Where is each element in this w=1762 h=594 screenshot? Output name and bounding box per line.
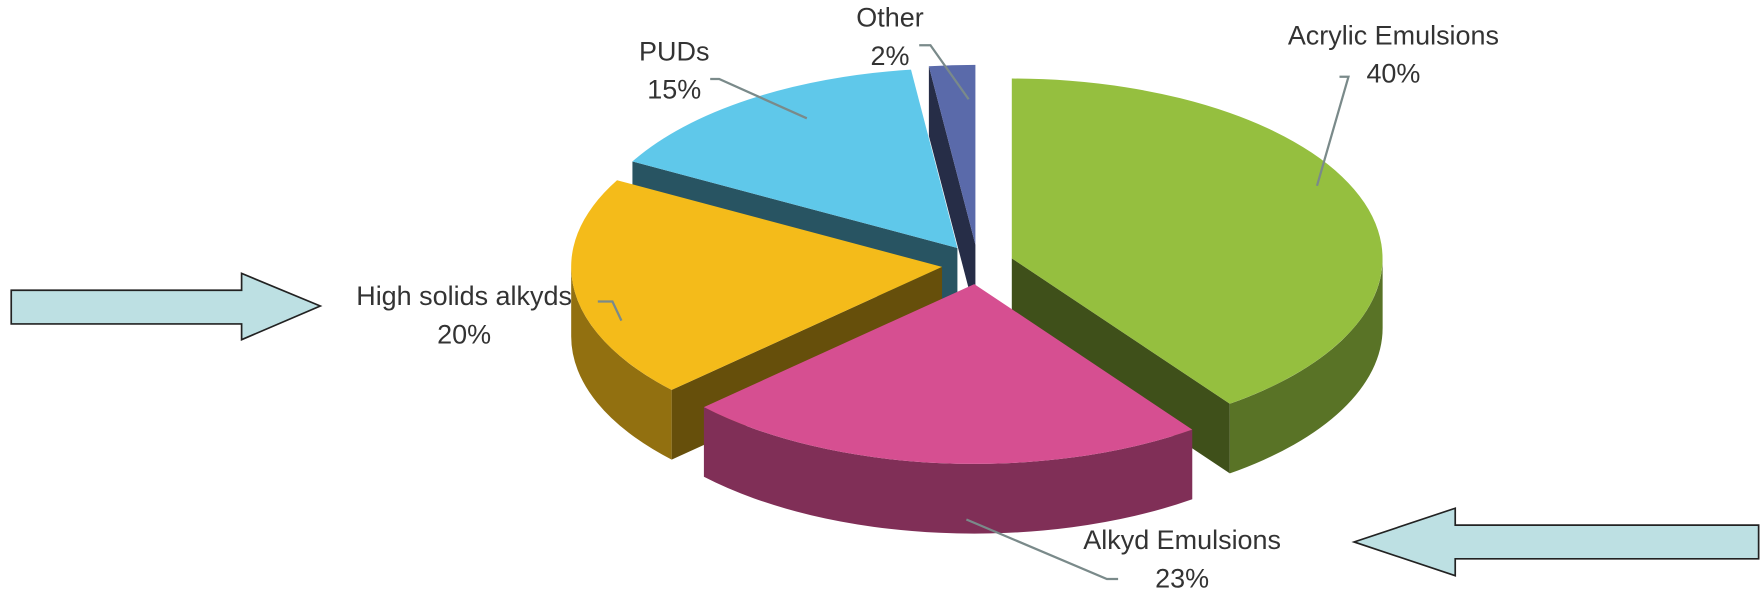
slice-value-label: 23% [1155,563,1209,593]
slice-label: Other [856,3,923,33]
leader-line [965,518,1119,581]
leader-line [597,300,623,322]
slice-front [703,407,1193,534]
slice [632,69,958,249]
slice-value-label: 20% [437,319,491,349]
slice [571,180,943,390]
slice-side [928,66,976,315]
slice-label: PUDs [639,36,709,66]
slice-label: High solids alkyds [356,281,572,311]
slice-label: Alkyd Emulsions [1083,525,1281,555]
arrow-left-pointing [1351,507,1760,577]
arrow-right-pointing [10,272,323,341]
slice [928,64,976,245]
slice-label: Acrylic Emulsions [1288,21,1499,51]
slice [1011,78,1383,404]
slice-front [1229,258,1383,474]
leader-line [710,77,808,120]
slice-value-label: 2% [871,41,910,71]
slice-value-label: 15% [647,74,701,104]
slice [703,284,1193,464]
leader-line [1315,75,1350,187]
slice-front [571,266,672,460]
leader-line [919,44,970,100]
slice-value-label: 40% [1366,59,1420,89]
